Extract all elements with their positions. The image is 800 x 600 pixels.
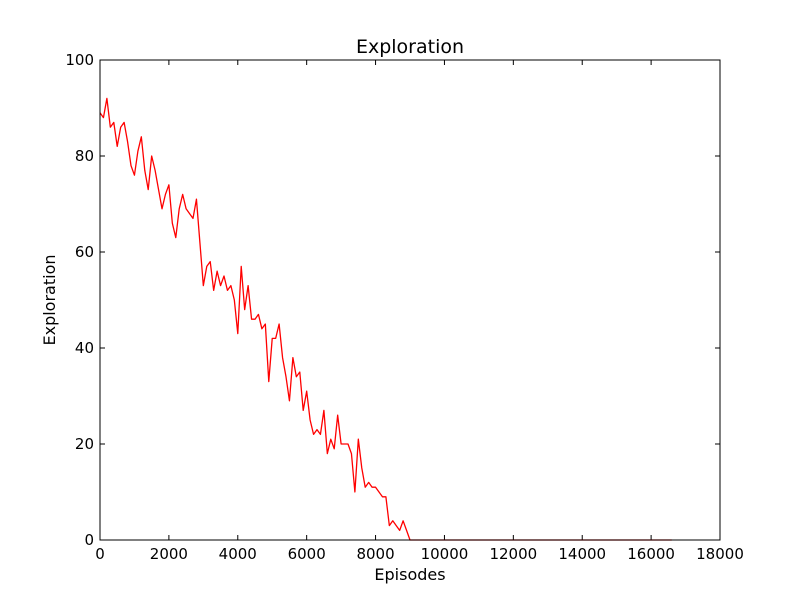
- y-tick-labels: 0 20 40 60 80 100: [65, 51, 94, 549]
- x-tick-label: 14000: [558, 545, 606, 563]
- plot-frame: [99, 59, 721, 541]
- y-axis-label: Exploration: [40, 255, 59, 346]
- x-tick-label: 2000: [150, 545, 188, 563]
- x-axis-label: Episodes: [374, 565, 445, 584]
- x-tick-label: 18000: [696, 545, 744, 563]
- x-tick-label: 4000: [219, 545, 257, 563]
- series-layer: [99, 97, 672, 541]
- series-line: [99, 97, 672, 541]
- x-tick-label: 12000: [489, 545, 537, 563]
- y-tick-label: 80: [75, 147, 94, 165]
- tick-marks: [99, 59, 721, 541]
- chart-title: Exploration: [356, 36, 464, 58]
- y-tick-label: 60: [75, 243, 94, 261]
- x-tick-label: 10000: [421, 545, 469, 563]
- x-tick-label: 6000: [288, 545, 326, 563]
- plot-area: [100, 60, 720, 540]
- y-tick-label: 0: [84, 531, 94, 549]
- y-tick-label: 20: [75, 435, 94, 453]
- y-tick-label: 40: [75, 339, 94, 357]
- x-tick-label: 8000: [356, 545, 394, 563]
- x-tick-label: 16000: [627, 545, 675, 563]
- y-tick-label: 100: [65, 51, 94, 69]
- x-tick-label: 0: [95, 545, 105, 563]
- x-tick-labels: 0 2000 4000 6000 8000 10000 12000 14000 16000 180…: [95, 545, 744, 563]
